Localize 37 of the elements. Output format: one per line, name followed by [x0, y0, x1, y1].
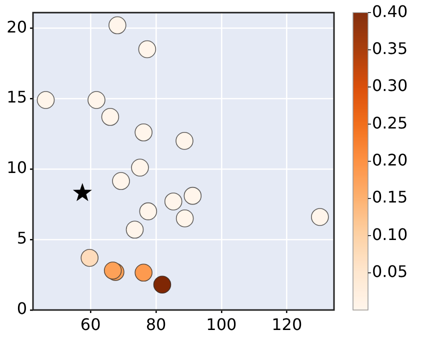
point — [311, 208, 329, 226]
point — [112, 172, 130, 190]
color-bar-label: 0.40 — [372, 2, 408, 21]
point — [184, 186, 202, 205]
color-bar-label: 0.30 — [372, 76, 408, 96]
point — [176, 132, 194, 150]
color-bar-label: 0.15 — [372, 188, 408, 207]
point — [108, 16, 126, 34]
point — [80, 248, 98, 267]
point — [131, 158, 149, 177]
point — [164, 192, 182, 210]
point — [88, 91, 106, 109]
point — [101, 108, 120, 126]
x-tick-label: 80 — [146, 314, 166, 334]
y-tick-label: 15 — [6, 88, 27, 107]
point — [134, 264, 152, 282]
color-bar-label: 0.10 — [372, 224, 408, 244]
x-tick-label: 120 — [272, 314, 302, 334]
color-bar-label: 0.35 — [372, 38, 408, 58]
point — [139, 202, 158, 220]
point — [104, 262, 122, 280]
color-bar-label: 0.05 — [372, 262, 408, 281]
color-bar-label: 0.20 — [372, 150, 408, 170]
point — [176, 209, 194, 228]
point — [138, 40, 156, 58]
point — [153, 276, 172, 294]
x-tick-label: 100 — [206, 314, 237, 334]
point — [126, 220, 144, 239]
color-bar-label: 0.25 — [372, 113, 408, 132]
x-tick-label: 60 — [80, 314, 101, 334]
point — [134, 124, 152, 142]
point — [72, 183, 92, 202]
y-tick-label: 20 — [6, 17, 27, 36]
y-tick-label: 0 — [16, 299, 27, 318]
point — [36, 91, 55, 109]
y-tick-label: 5 — [16, 228, 27, 248]
y-tick-label: 10 — [6, 158, 27, 178]
